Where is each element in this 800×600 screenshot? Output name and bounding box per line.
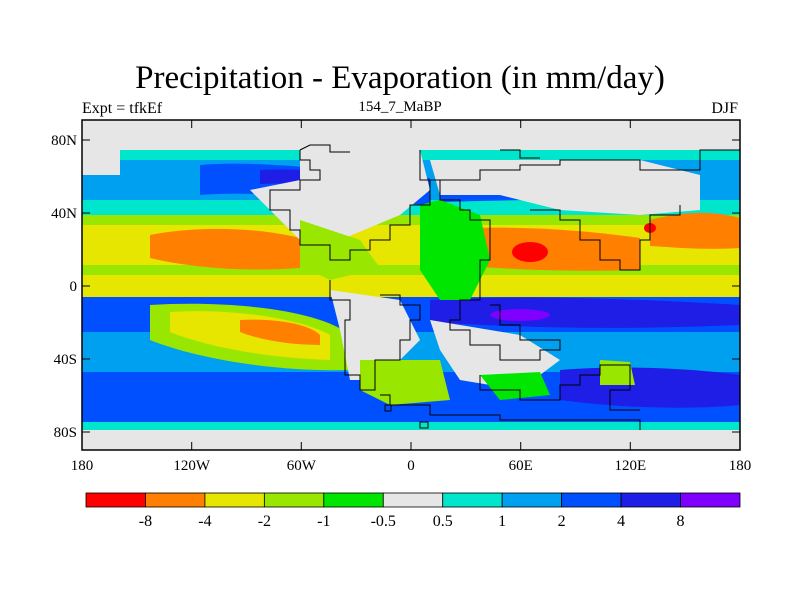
period-label: 154_7_MaBP xyxy=(358,99,442,115)
lat-tick-label: 0 xyxy=(70,279,78,295)
coastlines xyxy=(269,144,740,430)
lon-tick-label: 180 xyxy=(729,458,752,474)
colorbar-swatch xyxy=(680,492,741,508)
land-arctic xyxy=(82,120,740,150)
nh-pacific-dry xyxy=(150,228,300,270)
land-south-africa xyxy=(430,320,560,390)
colorbar-label: -1 xyxy=(317,513,330,530)
land-australia-west xyxy=(480,372,550,400)
colorbar-label: 2 xyxy=(558,513,566,530)
colorbar-swatch xyxy=(620,492,681,508)
lat-tick-label: 40N xyxy=(51,206,77,222)
colorbar-label: -4 xyxy=(198,513,211,530)
experiment-label: Expt = tfkEf xyxy=(82,100,163,117)
lat-tick-label: 40S xyxy=(54,352,77,368)
colorbar-label: 4 xyxy=(617,513,625,530)
colorbar-label: 8 xyxy=(677,513,685,530)
land-africa xyxy=(420,200,490,300)
itcz-max xyxy=(490,309,550,321)
lat-tick-label: 80N xyxy=(51,133,77,149)
equator-dry xyxy=(82,275,740,297)
colorbar-swatch xyxy=(145,492,206,508)
land-australia-east xyxy=(600,360,635,385)
colorbar-label: -2 xyxy=(258,513,271,530)
land-antarctica xyxy=(82,430,740,450)
lat-tick-label: 80S xyxy=(54,425,77,441)
colorbar-swatch xyxy=(501,492,563,508)
colorbar-swatch xyxy=(382,492,444,508)
colorbar-label: -0.5 xyxy=(371,513,396,530)
land-eurasia xyxy=(430,160,700,215)
lon-tick-label: 120E xyxy=(614,458,646,474)
lon-ticks xyxy=(81,120,741,450)
field-layer xyxy=(82,120,740,450)
lon-tick-label: 0 xyxy=(407,458,415,474)
land-north-america xyxy=(250,150,430,240)
land-far-west xyxy=(82,150,120,175)
colorbar-swatch xyxy=(204,492,265,508)
lon-tick-label: 60W xyxy=(287,458,317,474)
lon-tick-label: 180 xyxy=(71,458,94,474)
map-title: Precipitation - Evaporation (in mm/day) xyxy=(135,60,665,96)
colorbar-label: 0.5 xyxy=(433,513,453,530)
colorbar-swatch xyxy=(323,492,384,508)
land-south-patch xyxy=(360,360,450,405)
colorbar: -8 -4 -2 -1 -0.5 0.5 1 2 4 8 xyxy=(85,492,741,530)
land-south-america xyxy=(330,290,420,380)
colorbar-swatch xyxy=(442,492,503,508)
lat-ticks xyxy=(82,139,740,433)
lon-tick-label: 120W xyxy=(173,458,211,474)
lon-tick-label: 60E xyxy=(509,458,533,474)
colorbar-swatch xyxy=(85,492,146,508)
nh-very-dry-spot xyxy=(512,242,548,262)
colorbar-label: -8 xyxy=(139,513,152,530)
colorbar-swatch xyxy=(263,492,325,508)
nh-east-dry xyxy=(650,212,740,249)
land-central-america xyxy=(300,220,380,280)
colorbar-label: 1 xyxy=(498,513,506,530)
season-label: DJF xyxy=(711,100,738,117)
colorbar-swatch xyxy=(561,492,622,508)
sh-pacific-very-dry xyxy=(240,319,320,345)
